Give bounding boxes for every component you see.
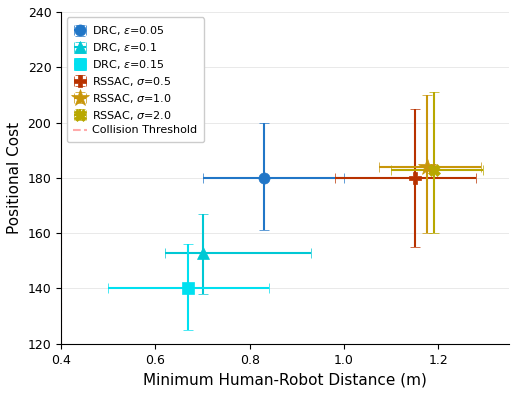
Y-axis label: Positional Cost: Positional Cost	[7, 122, 22, 234]
Legend: DRC, $\varepsilon$=0.05, DRC, $\varepsilon$=0.1, DRC, $\varepsilon$=0.15, RSSAC,: DRC, $\varepsilon$=0.05, DRC, $\varepsil…	[67, 17, 204, 142]
X-axis label: Minimum Human-Robot Distance (m): Minimum Human-Robot Distance (m)	[143, 372, 427, 387]
